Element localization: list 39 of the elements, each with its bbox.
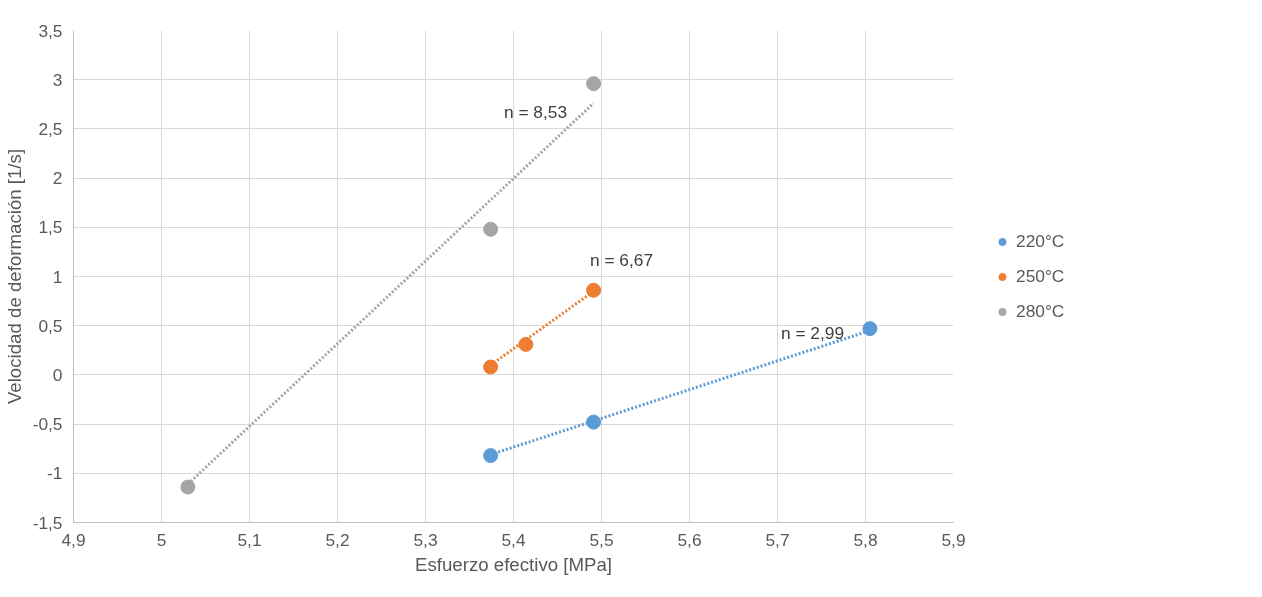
x-tick-label: 5,7	[765, 529, 790, 550]
point	[586, 282, 602, 298]
x-tick-label: 5,4	[501, 529, 526, 550]
point	[483, 448, 499, 464]
y-tick-label: 2,5	[38, 118, 63, 139]
x-tick-label: 5,6	[677, 529, 702, 550]
legend-label: 220°C	[1016, 230, 1065, 252]
x-tick-label: 5,3	[413, 529, 438, 550]
y-tick-label: 3	[52, 69, 63, 90]
y-tick-label: 1	[52, 266, 63, 287]
annotation: n = 6,67	[589, 249, 654, 270]
y-tick-label: -1,5	[32, 512, 63, 533]
point	[180, 479, 196, 495]
x-tick-label: 5,9	[941, 529, 966, 550]
x-tick-label: 5,1	[237, 529, 262, 550]
point	[518, 336, 534, 352]
x-tick-label: 5,2	[325, 529, 350, 550]
y-tick-label: 0	[52, 364, 63, 385]
annotation: n = 2,99	[780, 322, 845, 343]
legend-label: 280°C	[1016, 300, 1065, 322]
x-tick-label: 5,5	[589, 529, 614, 550]
point	[586, 414, 602, 430]
y-axis-title: Velocidad de deformación [1/s]	[3, 148, 25, 405]
y-tick-label: 3,5	[38, 20, 63, 41]
x-tick-label: 5,8	[853, 529, 878, 550]
y-tick-label: -1	[47, 463, 63, 484]
point	[586, 76, 602, 92]
y-tick-label: 0,5	[38, 315, 63, 336]
y-tick-label: 2	[52, 168, 63, 189]
y-tick-label: -0,5	[32, 414, 63, 435]
x-axis-title: Esfuerzo efectivo [MPa]	[414, 553, 613, 575]
point	[862, 321, 878, 337]
point	[483, 221, 499, 237]
annotation: n = 8,53	[503, 101, 568, 122]
point	[483, 359, 499, 375]
x-tick-label: 5	[156, 529, 167, 550]
y-tick-label: 1,5	[38, 217, 63, 238]
legend-label: 250°C	[1016, 265, 1065, 287]
x-tick-label: 4,9	[61, 529, 86, 550]
